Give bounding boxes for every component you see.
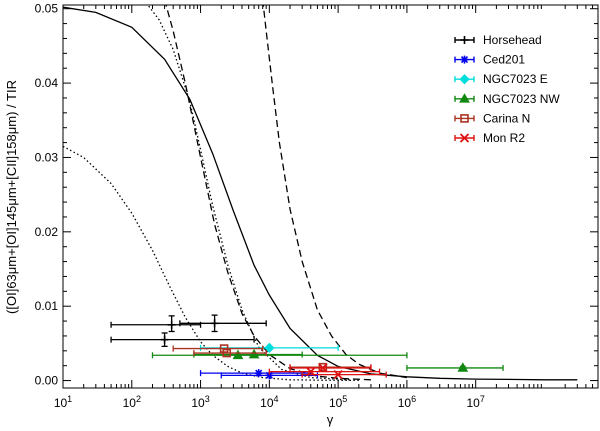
legend-label-mon-r2: Mon R2 xyxy=(483,131,525,145)
y-axis-label: ([OI]63μm+[OI]145μm+[CII]158μm) / TIR xyxy=(4,80,19,314)
legend-marker-mon-r2 xyxy=(459,133,470,143)
model-curve-solid xyxy=(63,6,578,381)
x-tick-label: 102 xyxy=(123,394,141,410)
axis-ticks: 101 102 103 104 105 106 107 0.00 0.01 0.02 0.03 0.0… xyxy=(35,2,598,410)
point-carina-n xyxy=(318,362,328,372)
legend-marker-ced201 xyxy=(460,55,469,64)
y-tick-label: 0.04 xyxy=(35,76,59,90)
model-curves xyxy=(63,5,578,382)
model-curve-dashed xyxy=(262,5,408,379)
model-curve-dashed xyxy=(165,5,371,381)
model-curve-dotted xyxy=(147,5,351,381)
x-tick-label: 107 xyxy=(467,394,485,410)
x-tick-label: 106 xyxy=(398,394,416,410)
legend-marker-ngc7023-nw xyxy=(459,93,470,103)
point-ced201 xyxy=(265,371,274,380)
y-tick-label: 0.01 xyxy=(35,299,59,313)
data-points xyxy=(110,314,504,380)
point-carina-n xyxy=(219,344,229,353)
plot-frame xyxy=(62,4,599,389)
point-horsehead xyxy=(167,320,176,329)
point-mon-r2 xyxy=(333,369,343,380)
legend-label-ngc7023-e: NGC7023 E xyxy=(483,72,548,86)
point-ngc7023-nw xyxy=(457,362,469,372)
point-horsehead xyxy=(210,319,219,328)
point-ced201 xyxy=(254,369,263,378)
x-tick-label: 103 xyxy=(191,394,209,410)
y-tick-label: 0.03 xyxy=(35,150,59,164)
x-axis-label: γ xyxy=(327,412,334,427)
point-mon-r2 xyxy=(318,363,328,373)
legend: Horsehead Ced201 NGC7023 E NGC7023 NW Carina… xyxy=(454,33,560,145)
model-curve-dotted xyxy=(63,145,359,382)
legend-marker-carina-n xyxy=(460,114,469,123)
y-tick-label: 0.05 xyxy=(35,2,59,16)
legend-label-carina-n: Carina N xyxy=(483,111,530,125)
point-horsehead xyxy=(160,335,169,344)
x-tick-label: 104 xyxy=(260,394,278,410)
legend-marker-ngc7023-e xyxy=(459,74,470,85)
x-tick-label: 105 xyxy=(329,394,347,410)
x-tick-label: 101 xyxy=(54,394,72,410)
legend-label-ced201: Ced201 xyxy=(483,53,525,67)
legend-label-horsehead: Horsehead xyxy=(483,33,542,47)
point-ngc7023-nw xyxy=(248,348,260,359)
point-carina-n xyxy=(222,348,232,358)
legend-label-ngc7023-nw: NGC7023 NW xyxy=(483,92,560,106)
y-tick-label: 0.02 xyxy=(35,225,59,239)
y-tick-label: 0.00 xyxy=(35,374,59,388)
point-ngc7023-e xyxy=(264,342,275,353)
legend-marker-horsehead xyxy=(460,36,469,44)
